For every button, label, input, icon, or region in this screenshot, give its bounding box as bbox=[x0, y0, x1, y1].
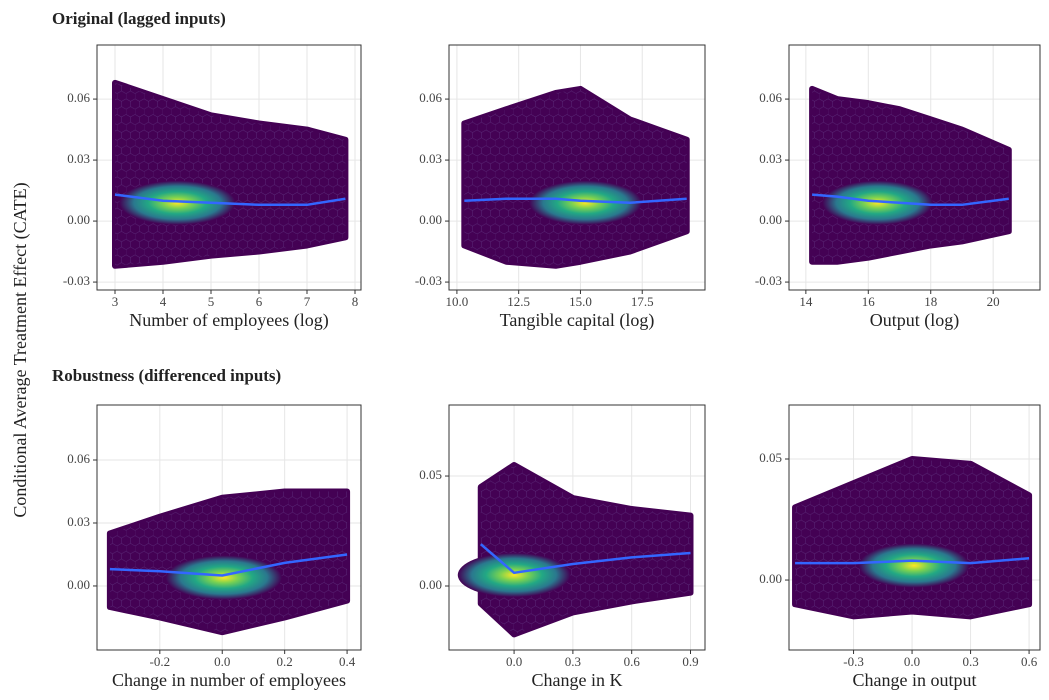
smooth-line bbox=[812, 193, 1009, 207]
x-tick-label: 7 bbox=[304, 294, 311, 309]
row-title: Robustness (differenced inputs) bbox=[52, 366, 281, 385]
x-axis-label: Change in K bbox=[532, 670, 623, 690]
y-tick-label: 0.06 bbox=[419, 90, 442, 105]
y-tick-label: 0.00 bbox=[419, 212, 442, 227]
data-layer bbox=[809, 85, 1012, 265]
y-tick-label: 0.06 bbox=[67, 90, 90, 105]
smooth-line bbox=[464, 197, 687, 205]
x-tick-label: 16 bbox=[862, 294, 876, 309]
density-peak bbox=[165, 555, 282, 600]
panel-frame bbox=[788, 44, 1041, 291]
x-tick-label: 20 bbox=[987, 294, 1000, 309]
y-tick-label: 0.06 bbox=[67, 451, 90, 466]
y-tick-label: 0.00 bbox=[67, 577, 90, 592]
density-peak bbox=[529, 180, 642, 225]
panel-frame bbox=[788, 404, 1041, 651]
smooth-line bbox=[479, 543, 691, 575]
x-tick-label: 0.2 bbox=[277, 654, 293, 669]
x-tick-label: -0.2 bbox=[150, 654, 171, 669]
x-axis-label: Output (log) bbox=[870, 310, 960, 331]
x-tick-label: 10.0 bbox=[446, 294, 469, 309]
y-axis-label: Conditional Average Treatment Effect (CA… bbox=[10, 182, 31, 517]
x-tick-label: 6 bbox=[256, 294, 263, 309]
x-tick-label: 0.0 bbox=[506, 654, 522, 669]
x-tick-label: 18 bbox=[924, 294, 937, 309]
panel: 0.00 0.05 -0.3 0.0 0.3 0.6 Change in output bbox=[759, 404, 1041, 690]
data-layer bbox=[106, 488, 351, 636]
smooth-line bbox=[114, 193, 346, 207]
x-tick-label: 12.5 bbox=[507, 294, 530, 309]
y-tick-label: 0.03 bbox=[67, 151, 90, 166]
density-peak bbox=[457, 552, 571, 598]
panel-frame bbox=[96, 404, 362, 651]
data-layer bbox=[457, 462, 694, 638]
density-peak bbox=[858, 543, 970, 588]
x-axis-label: Change in output bbox=[853, 670, 977, 690]
y-tick-label: 0.05 bbox=[759, 450, 782, 465]
y-tick-label: 0.00 bbox=[759, 212, 782, 227]
x-tick-label: 0.6 bbox=[1021, 654, 1038, 669]
x-tick-label: 4 bbox=[160, 294, 167, 309]
smooth-line bbox=[795, 557, 1030, 565]
x-tick-label: 0.0 bbox=[214, 654, 230, 669]
x-tick-label: 0.3 bbox=[565, 654, 581, 669]
panel-frame bbox=[448, 44, 706, 291]
density-peak bbox=[119, 180, 236, 225]
data-layer bbox=[792, 455, 1033, 620]
y-tick-label: -0.03 bbox=[755, 273, 782, 288]
panel: -0.03 0.00 0.03 0.06 10.0 12.5 15.0 17.5Tangibl… bbox=[415, 44, 706, 331]
x-tick-label: 14 bbox=[799, 294, 813, 309]
y-tick-label: 0.06 bbox=[759, 90, 782, 105]
y-tick-label: 0.03 bbox=[67, 514, 90, 529]
hex-texture bbox=[464, 88, 687, 266]
x-tick-label: 8 bbox=[352, 294, 359, 309]
y-tick-label: 0.00 bbox=[419, 577, 442, 592]
data-layer bbox=[461, 85, 690, 269]
panel: 0.00 0.05 0.0 0.3 0.6 0.9 Change in K bbox=[419, 404, 706, 690]
y-tick-label: 0.03 bbox=[419, 151, 442, 166]
density-peak bbox=[822, 180, 933, 225]
x-tick-label: 3 bbox=[112, 294, 119, 309]
x-tick-label: 5 bbox=[208, 294, 215, 309]
panel: -0.03 0.00 0.03 0.06 3 4 5 6 7 8 Number of employe… bbox=[63, 44, 362, 331]
data-layer bbox=[112, 79, 349, 269]
x-tick-label: 0.6 bbox=[624, 654, 641, 669]
y-tick-label: 0.00 bbox=[67, 212, 90, 227]
x-tick-label: 0.4 bbox=[339, 654, 356, 669]
row-title: Original (lagged inputs) bbox=[52, 9, 226, 28]
smooth-line bbox=[109, 553, 348, 577]
x-axis-label: Number of employees (log) bbox=[129, 310, 328, 331]
y-tick-label: -0.03 bbox=[415, 273, 442, 288]
y-tick-label: 0.03 bbox=[759, 151, 782, 166]
panel-frame bbox=[96, 44, 362, 291]
x-tick-label: -0.3 bbox=[843, 654, 864, 669]
panel: -0.03 0.00 0.03 0.06 14 16 18 20 Output (log) bbox=[755, 44, 1041, 331]
x-tick-label: 0.3 bbox=[962, 654, 978, 669]
y-tick-label: 0.00 bbox=[759, 571, 782, 586]
hex-texture bbox=[795, 458, 1030, 617]
y-tick-label: 0.05 bbox=[419, 467, 442, 482]
panel-frame bbox=[448, 404, 706, 651]
x-tick-label: 0.0 bbox=[904, 654, 920, 669]
x-axis-label: Tangible capital (log) bbox=[500, 310, 655, 331]
x-tick-label: 15.0 bbox=[569, 294, 592, 309]
y-tick-label: -0.03 bbox=[63, 273, 90, 288]
x-tick-label: 0.9 bbox=[682, 654, 698, 669]
x-axis-label: Change in number of employees bbox=[112, 670, 346, 690]
x-tick-label: 17.5 bbox=[631, 294, 654, 309]
